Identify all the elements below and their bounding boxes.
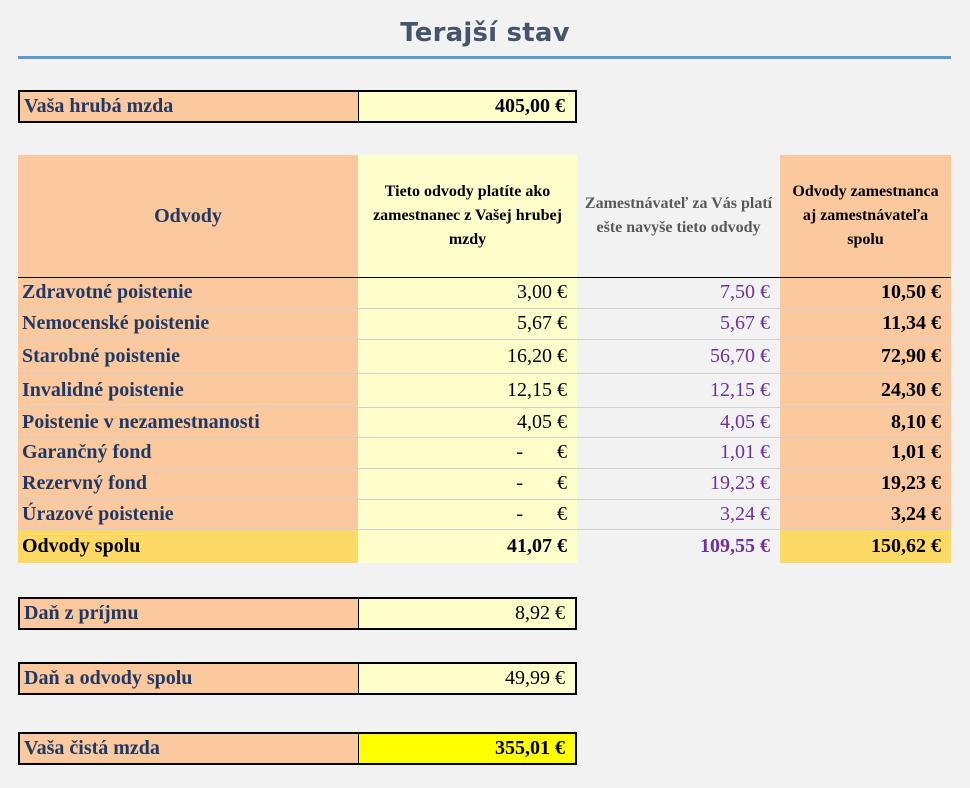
- total-employee: 41,07 €: [358, 528, 577, 563]
- dash-value: -: [516, 502, 523, 525]
- row-label: Garančný fond: [18, 437, 358, 469]
- row-label: Úrazové poistenie: [18, 499, 358, 530]
- total-employer: 109,55 €: [577, 528, 780, 563]
- row-total: 3,24 €: [780, 499, 951, 530]
- row-employee: 5,67 €: [358, 308, 577, 340]
- gross-wage-row: Vaša hrubá mzda 405,00 €: [18, 90, 577, 123]
- tax-and-contributions-label: Daň a odvody spolu: [20, 664, 359, 693]
- tax-and-contributions-row: Daň a odvody spolu 49,99 €: [18, 662, 577, 695]
- net-wage-label: Vaša čistá mzda: [20, 734, 359, 763]
- row-label: Nemocenské poistenie: [18, 308, 358, 340]
- income-tax-value: 8,92 €: [359, 599, 575, 628]
- row-total: 24,30 €: [780, 373, 951, 408]
- row-total: 11,34 €: [780, 308, 951, 340]
- tax-and-contributions-value: 49,99 €: [359, 664, 575, 693]
- row-employee: 3,00 €: [358, 277, 577, 309]
- total-label: Odvody spolu: [18, 528, 358, 563]
- title-underline: [18, 56, 951, 59]
- header-contributions: Odvody: [18, 155, 358, 278]
- row-total: 19,23 €: [780, 468, 951, 500]
- header-employer: Zamestnávateľ za Vás platí ešte navyše t…: [577, 155, 780, 278]
- table-row: Poistenie v nezamestnanosti 4,05 € 4,05 …: [18, 407, 951, 438]
- table-row: Úrazové poistenie - € 3,24 € 3,24 €: [18, 499, 951, 530]
- currency-symbol: €: [557, 502, 567, 525]
- row-label: Zdravotné poistenie: [18, 277, 358, 309]
- row-employee: 16,20 €: [358, 339, 577, 374]
- row-label: Starobné poistenie: [18, 339, 358, 374]
- total-all: 150,62 €: [780, 528, 951, 563]
- table-total-row: Odvody spolu 41,07 € 109,55 € 150,62 €: [18, 528, 951, 563]
- currency-symbol: €: [557, 441, 567, 463]
- gross-wage-value[interactable]: 405,00 €: [359, 92, 575, 121]
- row-label: Rezervný fond: [18, 468, 358, 500]
- row-total: 8,10 €: [780, 407, 951, 438]
- table-row: Starobné poistenie 16,20 € 56,70 € 72,90…: [18, 339, 951, 374]
- row-employer: 1,01 €: [577, 437, 780, 469]
- row-total: 1,01 €: [780, 437, 951, 469]
- row-label: Poistenie v nezamestnanosti: [18, 407, 358, 438]
- row-employer: 12,15 €: [577, 373, 780, 408]
- row-employer: 3,24 €: [577, 499, 780, 530]
- row-employee: - €: [358, 499, 577, 530]
- header-employee: Tieto odvody platíte ako zamestnanec z V…: [358, 155, 577, 278]
- page-title: Terajší stav: [400, 18, 570, 48]
- row-label: Invalidné poistenie: [18, 373, 358, 408]
- income-tax-label: Daň z príjmu: [20, 599, 359, 628]
- row-employee: 4,05 €: [358, 407, 577, 438]
- dash-value: -: [516, 472, 523, 494]
- row-employer: 19,23 €: [577, 468, 780, 500]
- row-employer: 5,67 €: [577, 308, 780, 340]
- currency-symbol: €: [557, 472, 567, 494]
- table-row: Zdravotné poistenie 3,00 € 7,50 € 10,50 …: [18, 277, 951, 309]
- row-employee: - €: [358, 437, 577, 469]
- row-employee: 12,15 €: [358, 373, 577, 408]
- contributions-table: Odvody Tieto odvody platíte ako zamestna…: [18, 155, 951, 563]
- table-row: Garančný fond - € 1,01 € 1,01 €: [18, 437, 951, 469]
- row-employer: 4,05 €: [577, 407, 780, 438]
- income-tax-row: Daň z príjmu 8,92 €: [18, 597, 577, 630]
- row-employer: 56,70 €: [577, 339, 780, 374]
- row-employee: - €: [358, 468, 577, 500]
- table-header-row: Odvody Tieto odvody platíte ako zamestna…: [18, 155, 951, 278]
- table-row: Nemocenské poistenie 5,67 € 5,67 € 11,34…: [18, 308, 951, 340]
- row-total: 10,50 €: [780, 277, 951, 309]
- table-row: Invalidné poistenie 12,15 € 12,15 € 24,3…: [18, 373, 951, 408]
- net-wage-row: Vaša čistá mzda 355,01 €: [18, 732, 577, 765]
- table-row: Rezervný fond - € 19,23 € 19,23 €: [18, 468, 951, 500]
- dash-value: -: [516, 441, 523, 463]
- row-employer: 7,50 €: [577, 277, 780, 309]
- gross-wage-label: Vaša hrubá mzda: [20, 92, 359, 121]
- row-total: 72,90 €: [780, 339, 951, 374]
- header-total: Odvody zamestnanca aj zamestnávateľa spo…: [780, 155, 951, 278]
- net-wage-value: 355,01 €: [359, 734, 575, 763]
